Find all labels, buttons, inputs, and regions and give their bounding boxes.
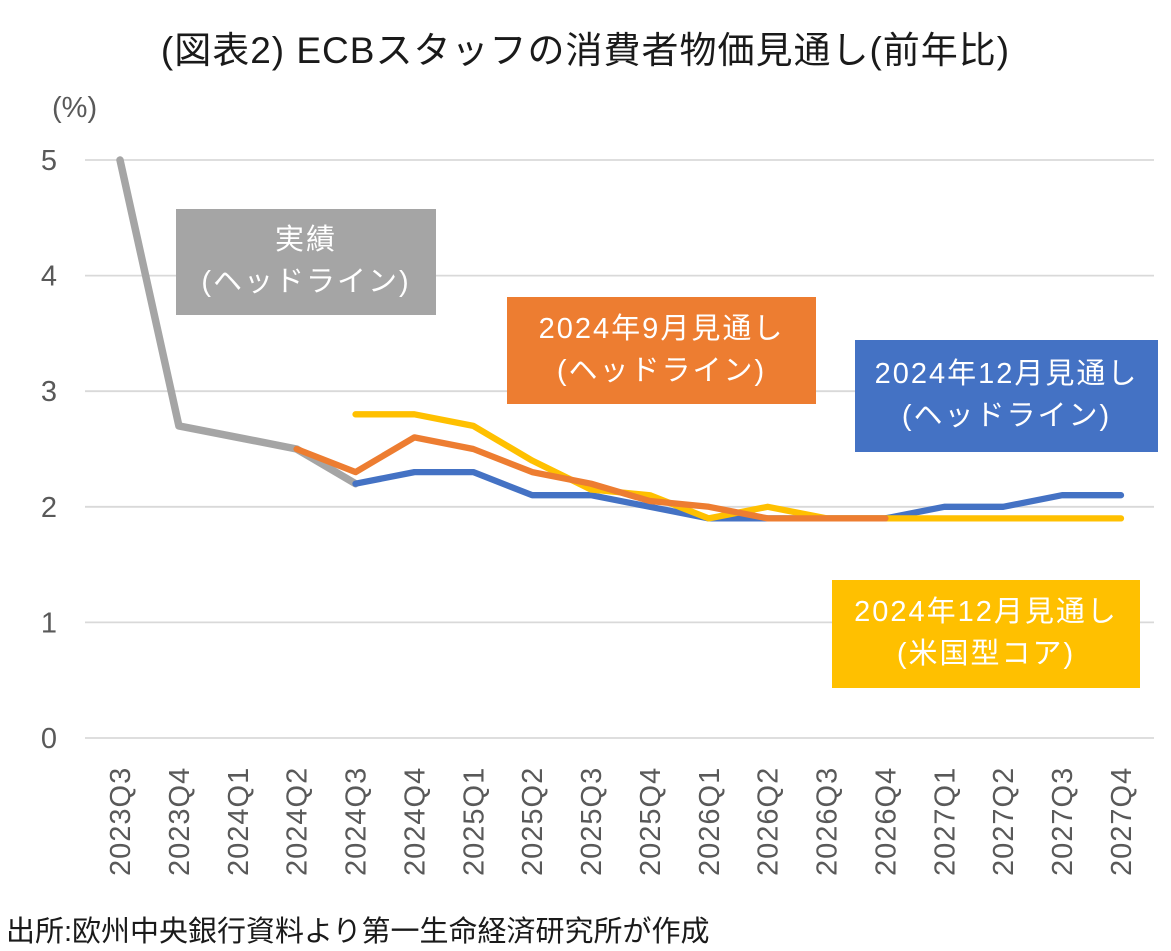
x-tick-label-2025Q4: 2025Q4 <box>635 767 667 876</box>
x-tick-label-2023Q4: 2023Q4 <box>164 767 196 876</box>
x-tick-label-2024Q4: 2024Q4 <box>399 767 431 876</box>
chart-title: (図表2) ECBスタッフの消費者物価見通し(前年比) <box>160 30 1011 71</box>
x-tick-label-2024Q3: 2024Q3 <box>341 767 373 876</box>
x-tick-label-2027Q4: 2027Q4 <box>1106 767 1138 876</box>
y-tick-label-3: 3 <box>41 376 57 408</box>
x-tick-label-2025Q2: 2025Q2 <box>517 767 549 876</box>
legend-sep2024-headline-line2: (ヘッドライン) <box>556 354 767 387</box>
y-axis-unit-label: (%) <box>52 92 98 124</box>
x-tick-label-2027Q2: 2027Q2 <box>988 767 1020 876</box>
legend-dec2024-us-core-line2: (米国型コア) <box>896 638 1076 670</box>
x-tick-label-2026Q4: 2026Q4 <box>870 767 902 876</box>
y-tick-label-4: 4 <box>41 261 57 293</box>
legend-sep2024-headline: 2024年9月見通し (ヘッドライン) <box>507 297 816 404</box>
legend-dec2024-headline-line1: 2024年12月見通し <box>874 358 1139 391</box>
x-tick-label-2024Q2: 2024Q2 <box>282 767 314 876</box>
legend-actual-headline-line1: 実績 <box>274 224 337 257</box>
y-tick-label-5: 5 <box>41 145 57 177</box>
x-tick-label-2026Q2: 2026Q2 <box>753 767 785 876</box>
x-tick-label-2026Q1: 2026Q1 <box>694 767 726 876</box>
series-line-2 <box>352 468 1125 522</box>
x-tick-label-2027Q1: 2027Q1 <box>929 767 961 876</box>
legend-dec2024-headline: 2024年12月見通し (ヘッドライン) <box>855 340 1158 452</box>
x-tick-label-2027Q3: 2027Q3 <box>1047 767 1079 876</box>
source-note: 出所:欧州中央銀行資料より第一生命経済研究所が作成 <box>6 916 710 948</box>
y-tick-label-0: 0 <box>41 723 57 755</box>
x-tick-label-2025Q1: 2025Q1 <box>458 767 490 876</box>
legend-actual-headline: 実績 (ヘッドライン) <box>176 209 436 315</box>
x-tick-label-2024Q1: 2024Q1 <box>223 767 255 876</box>
legend-sep2024-headline-line1: 2024年9月見通し <box>538 312 785 345</box>
x-tick-label-2026Q3: 2026Q3 <box>812 767 844 876</box>
legend-dec2024-us-core-line1: 2024年12月見通し <box>854 596 1118 629</box>
legend-actual-headline-line2: (ヘッドライン) <box>201 266 411 298</box>
x-tick-label-2025Q3: 2025Q3 <box>576 767 608 876</box>
legend-dec2024-us-core: 2024年12月見通し (米国型コア) <box>832 580 1140 688</box>
series-line-0 <box>116 156 360 488</box>
y-tick-label-1: 1 <box>41 607 57 639</box>
y-tick-label-2: 2 <box>41 492 57 524</box>
series-line-1 <box>293 434 889 522</box>
x-tick-label-2023Q3: 2023Q3 <box>105 767 137 876</box>
legend-dec2024-headline-line2: (ヘッドライン) <box>901 400 1112 432</box>
